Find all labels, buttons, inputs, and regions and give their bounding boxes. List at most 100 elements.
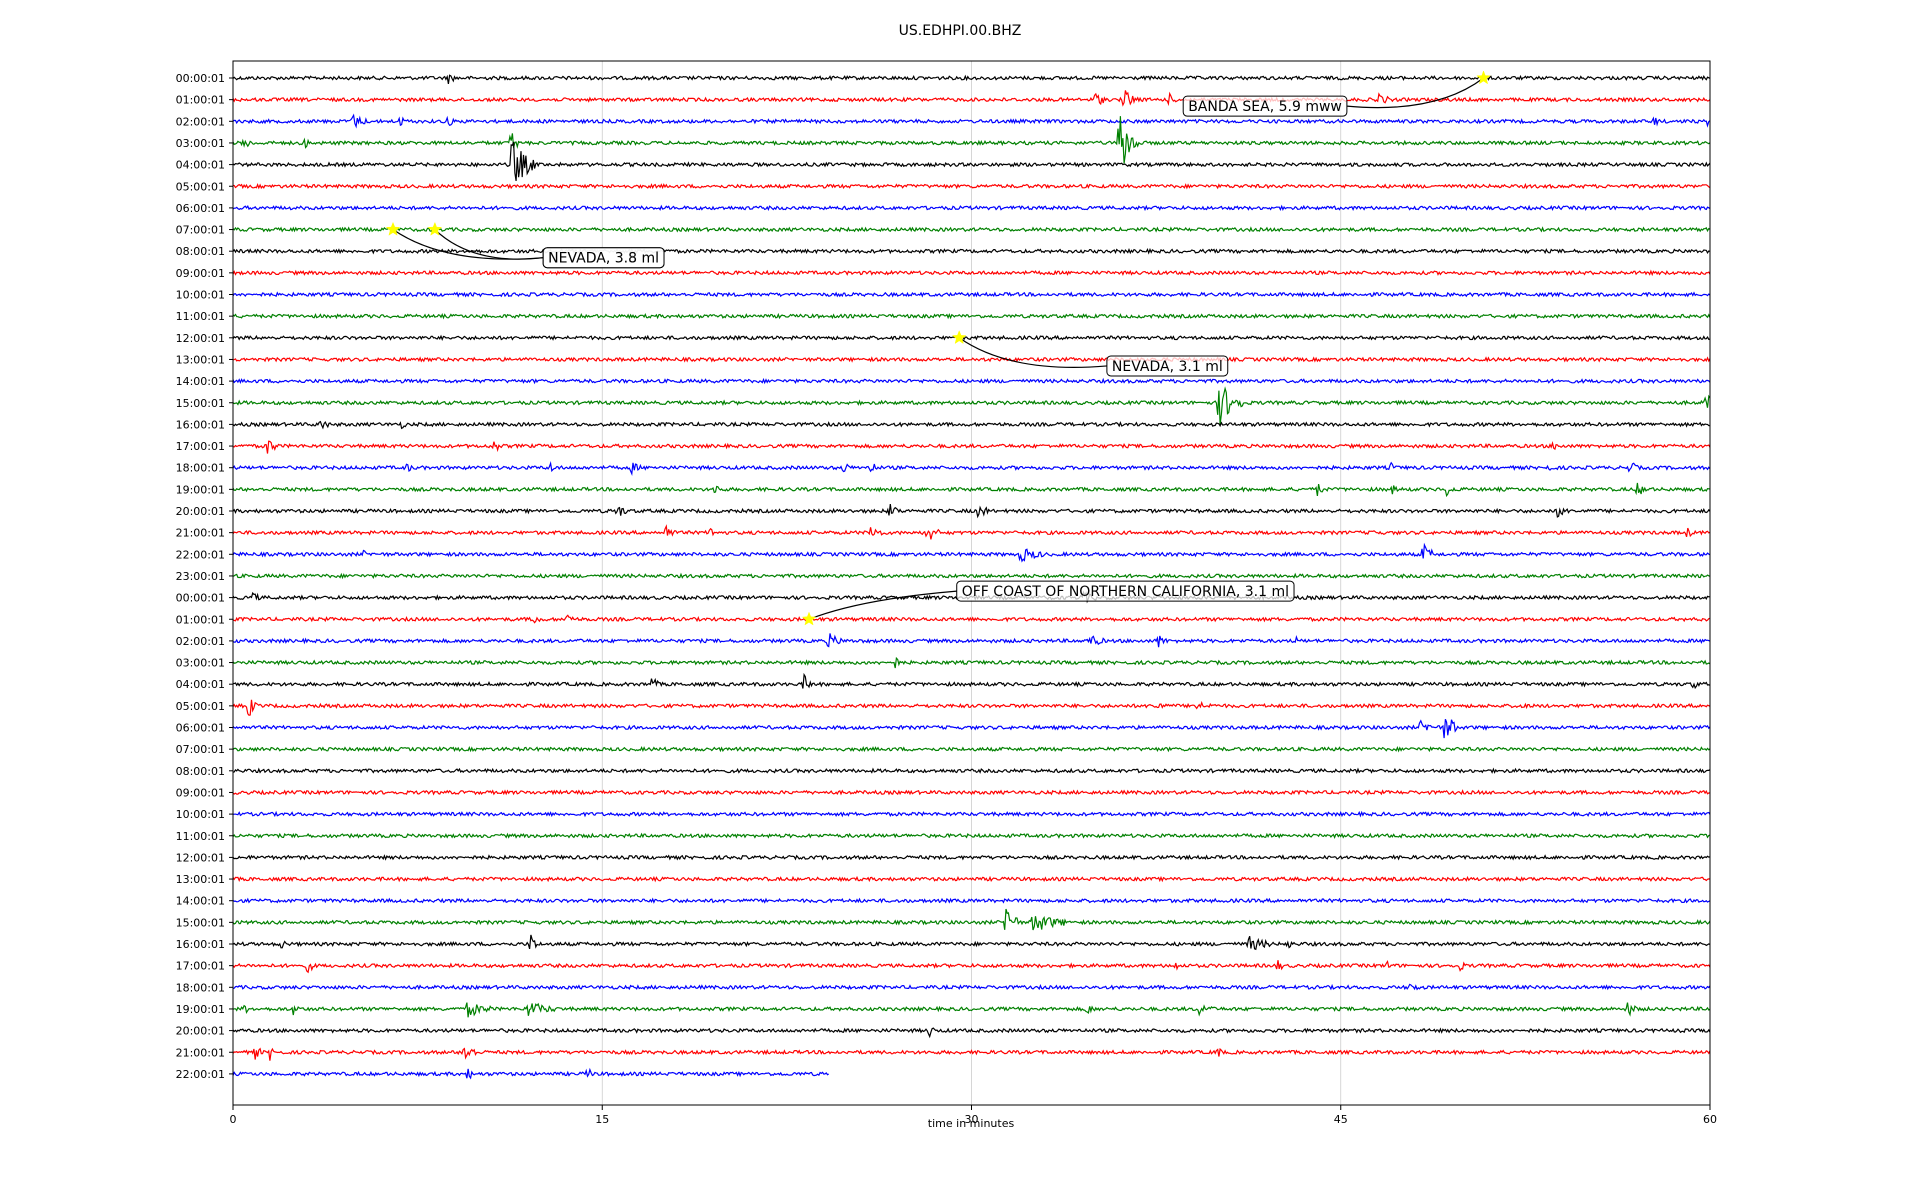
trace-row-37	[232, 875, 1711, 883]
trace-row-36	[232, 854, 1711, 861]
trace-row-38	[232, 897, 1711, 904]
trace-row-11	[232, 312, 1711, 320]
event-connector-3	[958, 337, 1107, 368]
row-label-35: 11:00:01	[176, 830, 225, 843]
trace-row-12	[232, 334, 1711, 341]
row-label-34: 10:00:01	[176, 808, 225, 821]
event-label-3: NEVADA, 3.1 ml	[1112, 359, 1223, 375]
trace-row-13	[232, 356, 1711, 363]
event-annotation-0: BANDA SEA, 5.9 mww	[1182, 70, 1491, 117]
event-label-box-2	[542, 247, 665, 269]
x-axis-label: time in minutes	[928, 1117, 1015, 1130]
trace-row-27	[232, 656, 1711, 669]
event-annotation-2: NEVADA, 3.8 ml	[427, 221, 665, 269]
row-label-36: 12:00:01	[176, 851, 225, 864]
trace-row-41	[232, 959, 1711, 974]
trace-row-34	[232, 810, 1711, 818]
trace-row-35	[232, 832, 1711, 839]
row-label-29: 05:00:01	[176, 700, 225, 713]
trace-row-21	[232, 524, 1711, 540]
event-connector-2	[434, 229, 544, 260]
row-label-21: 21:00:01	[176, 527, 225, 540]
row-label-0: 00:00:01	[176, 72, 225, 85]
event-label-4: OFF COAST OF NORTHERN CALIFORNIA, 3.1 ml	[962, 584, 1289, 600]
event-annotation-3: NEVADA, 3.1 ml	[951, 330, 1229, 377]
event-label-2: NEVADA, 3.8 ml	[548, 251, 659, 267]
trace-row-39	[232, 908, 1711, 931]
row-label-26: 02:00:01	[176, 635, 225, 648]
row-label-15: 15:00:01	[176, 397, 225, 410]
trace-row-8	[232, 247, 1711, 255]
row-label-23: 23:00:01	[176, 570, 225, 583]
trace-row-6	[232, 204, 1711, 212]
event-label-box-0	[1182, 95, 1348, 117]
row-label-24: 00:00:01	[176, 592, 225, 605]
row-label-45: 21:00:01	[176, 1046, 225, 1059]
row-label-27: 03:00:01	[176, 657, 225, 670]
row-label-7: 07:00:01	[176, 224, 225, 237]
trace-row-18	[232, 461, 1711, 476]
row-label-13: 13:00:01	[176, 353, 225, 366]
row-label-44: 20:00:01	[176, 1025, 225, 1038]
event-star-2	[427, 221, 443, 236]
trace-row-20	[232, 504, 1711, 519]
event-connector-1	[392, 229, 544, 260]
row-label-16: 16:00:01	[176, 418, 225, 431]
x-tick-label-30: 30	[965, 1113, 979, 1126]
trace-row-43	[232, 1002, 1711, 1018]
row-label-25: 01:00:01	[176, 613, 225, 626]
trace-row-1	[232, 90, 1711, 107]
trace-row-22	[232, 542, 1711, 563]
row-label-41: 17:00:01	[176, 960, 225, 973]
chart-title: US.EDHPI.00.BHZ	[899, 23, 1022, 39]
trace-row-15	[232, 386, 1711, 425]
row-label-14: 14:00:01	[176, 375, 225, 388]
event-label-box-4	[956, 580, 1295, 602]
row-label-43: 19:00:01	[176, 1003, 225, 1016]
row-label-18: 18:00:01	[176, 462, 225, 475]
trace-row-19	[232, 482, 1711, 498]
trace-row-0	[232, 74, 1711, 84]
trace-row-45	[232, 1047, 1711, 1061]
row-label-11: 11:00:01	[176, 310, 225, 323]
event-label-box-3	[1106, 355, 1229, 377]
row-label-10: 10:00:01	[176, 289, 225, 302]
trace-layer	[232, 74, 1711, 1080]
trace-row-2	[232, 113, 1711, 129]
row-label-8: 08:00:01	[176, 245, 225, 258]
event-star-3	[951, 330, 967, 345]
trace-row-42	[232, 983, 1711, 991]
row-label-20: 20:00:01	[176, 505, 225, 518]
trace-row-17	[232, 440, 1711, 454]
trace-row-16	[232, 420, 1711, 430]
trace-row-32	[232, 767, 1711, 775]
event-label-0: BANDA SEA, 5.9 mww	[1188, 99, 1342, 115]
trace-row-25	[232, 614, 1711, 624]
trace-row-3	[232, 116, 1711, 164]
trace-row-10	[232, 291, 1711, 298]
trace-row-7	[232, 226, 1711, 233]
row-label-1: 01:00:01	[176, 94, 225, 107]
row-label-4: 04:00:01	[176, 159, 225, 172]
event-connector-4	[808, 590, 957, 620]
trace-row-31	[232, 745, 1711, 753]
x-tick-label-60: 60	[1703, 1113, 1717, 1126]
row-label-9: 09:00:01	[176, 267, 225, 280]
row-label-31: 07:00:01	[176, 743, 225, 756]
row-label-30: 06:00:01	[176, 722, 225, 735]
row-label-40: 16:00:01	[176, 938, 225, 951]
row-labels: 00:00:01 01:00:01 02:00:01 03:00:01 04:00:01…	[176, 72, 233, 1081]
row-label-19: 19:00:01	[176, 483, 225, 496]
x-tick-label-15: 15	[595, 1113, 609, 1126]
trace-row-23	[232, 572, 1711, 580]
row-label-42: 18:00:01	[176, 981, 225, 994]
row-label-12: 12:00:01	[176, 332, 225, 345]
row-label-39: 15:00:01	[176, 916, 225, 929]
event-annotation-4: OFF COAST OF NORTHERN CALIFORNIA, 3.1 ml	[801, 580, 1295, 626]
trace-row-46	[232, 1067, 830, 1080]
row-label-3: 03:00:01	[176, 137, 225, 150]
trace-row-30	[232, 718, 1711, 739]
row-label-37: 13:00:01	[176, 873, 225, 886]
